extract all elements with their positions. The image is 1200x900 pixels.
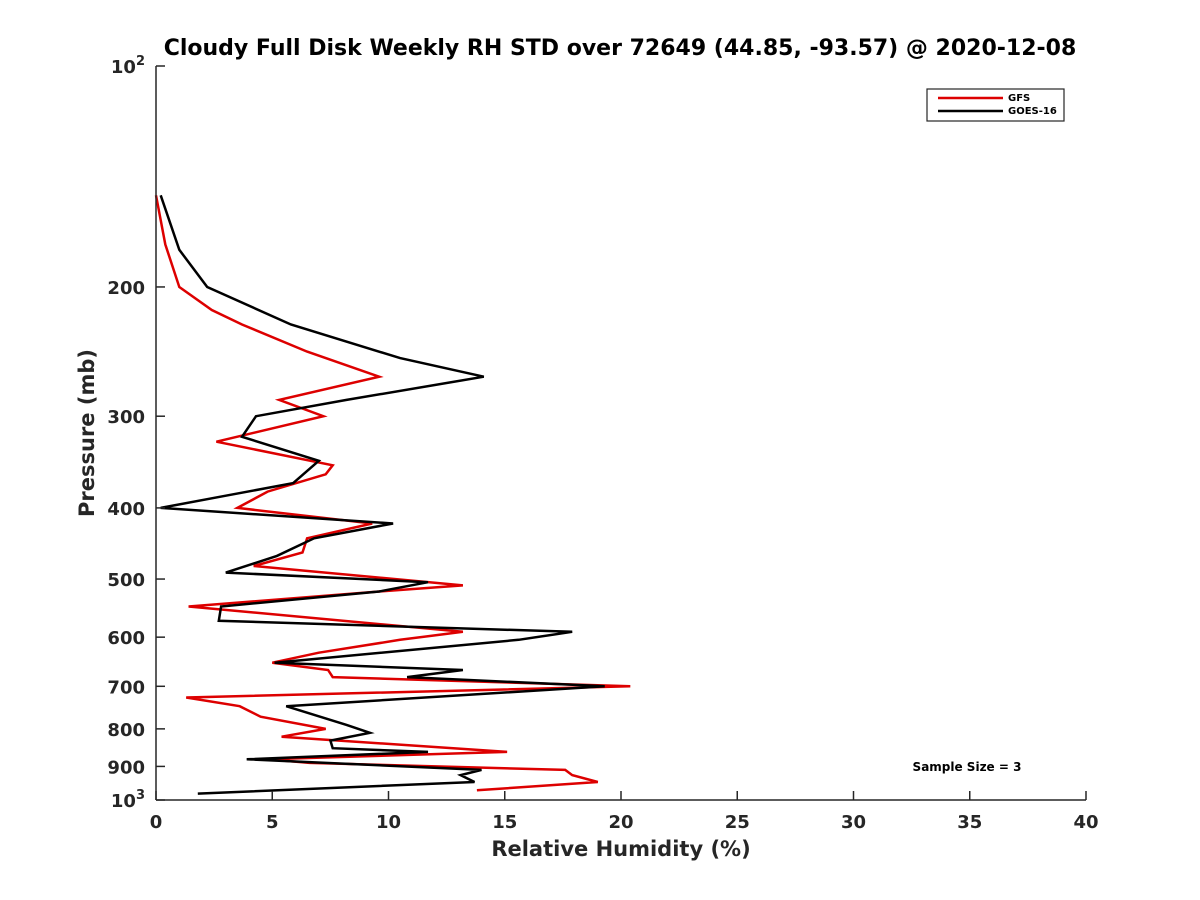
legend: GFS GOES-16 bbox=[926, 88, 1065, 122]
x-tick-label: 30 bbox=[841, 812, 866, 833]
y-tick-label: 102 bbox=[111, 54, 145, 78]
series-line-goes16 bbox=[159, 194, 605, 795]
y-ticks: 102 200 300 400 500 600 700 800 900 103 bbox=[107, 54, 165, 812]
y-tick-label: 300 bbox=[107, 407, 145, 428]
x-tick-label: 10 bbox=[376, 812, 401, 833]
x-tick-label: 0 bbox=[150, 812, 163, 833]
y-tick-label: 600 bbox=[107, 628, 145, 649]
series-line-gfs bbox=[154, 195, 631, 792]
x-tick-label: 35 bbox=[957, 812, 982, 833]
y-tick-label: 400 bbox=[107, 499, 145, 520]
chart-title: Cloudy Full Disk Weekly RH STD over 7264… bbox=[164, 36, 1077, 61]
legend-label-goes16: GOES-16 bbox=[1008, 106, 1057, 117]
y-tick-label: 200 bbox=[107, 278, 145, 299]
plot-lines bbox=[154, 194, 631, 795]
sample-size-annotation: Sample Size = 3 bbox=[913, 760, 1022, 774]
x-tick-label: 25 bbox=[725, 812, 750, 833]
x-tick-label: 5 bbox=[266, 812, 279, 833]
y-tick-label: 500 bbox=[107, 570, 145, 591]
legend-box bbox=[926, 88, 1065, 122]
x-axis-label: Relative Humidity (%) bbox=[491, 837, 750, 861]
y-axis-label: Pressure (mb) bbox=[75, 349, 99, 517]
y-tick-label: 900 bbox=[107, 757, 145, 778]
y-tick-label: 103 bbox=[111, 788, 145, 812]
x-tick-label: 20 bbox=[608, 812, 633, 833]
y-tick-label: 800 bbox=[107, 720, 145, 741]
y-tick-label: 700 bbox=[107, 677, 145, 698]
x-tick-label: 40 bbox=[1073, 812, 1098, 833]
x-ticks: 0 5 10 15 20 25 30 35 40 bbox=[150, 791, 1099, 833]
legend-label-gfs: GFS bbox=[1008, 93, 1030, 104]
x-tick-label: 15 bbox=[492, 812, 517, 833]
